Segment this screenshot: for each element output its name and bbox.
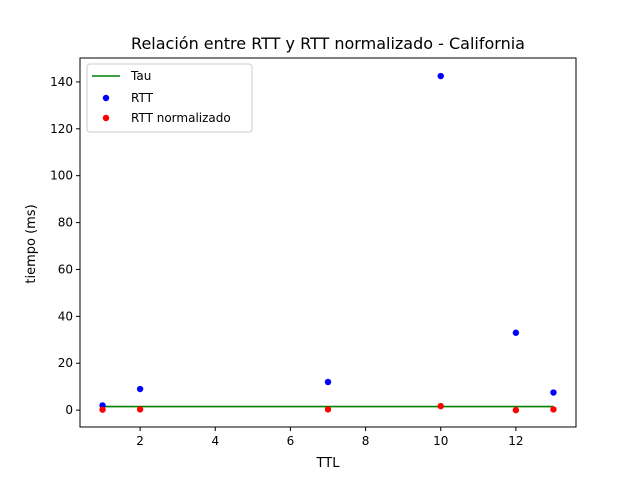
rtt-normalizado-point [324,406,332,413]
x-tick-label: 2 [136,434,144,448]
y-tick-label: 0 [65,403,73,417]
x-axis-label: TTL [316,456,341,471]
legend-rtt-normalizado-label: RTT normalizado [131,111,231,125]
rtt-normalizado-point [550,406,557,413]
rtt-normalizado-point [437,402,444,410]
y-tick-label: 80 [58,216,73,230]
rtt-point [324,378,332,386]
y-tick-label: 120 [50,122,73,136]
rtt-normalizado-point [99,406,106,413]
rtt-point [136,385,144,393]
y-tick-label: 20 [58,356,73,370]
chart-title: Relación entre RTT y RTT normalizado - C… [131,34,525,53]
axes-frame [79,57,577,428]
x-tick-label: 6 [287,434,295,448]
y-tick-label: 60 [58,262,73,276]
y-tick-label: 140 [50,75,73,89]
x-tick-label: 4 [211,434,219,448]
rtt-normalizado-point [136,406,144,413]
legend-box [86,63,253,133]
legend-rtt-swatch [102,94,110,102]
legend-rtt-label: RTT [131,91,154,105]
rtt-point [512,329,520,336]
y-axis-label: tiempo (ms) [24,204,39,283]
rtt-normalizado-point [512,406,520,414]
legend: Tau RTT RTT normalizado [86,63,253,133]
x-tick-label: 10 [433,434,448,448]
y-tick-label: 100 [50,169,73,183]
x-tick-label: 12 [508,434,523,448]
y-tick-label: 40 [58,309,73,323]
legend-rtt-normalizado-swatch [102,114,110,122]
legend-tau-label: Tau [130,69,151,83]
rtt-point [550,389,557,396]
rtt-point [437,72,444,80]
x-tick-label: 8 [362,434,370,448]
